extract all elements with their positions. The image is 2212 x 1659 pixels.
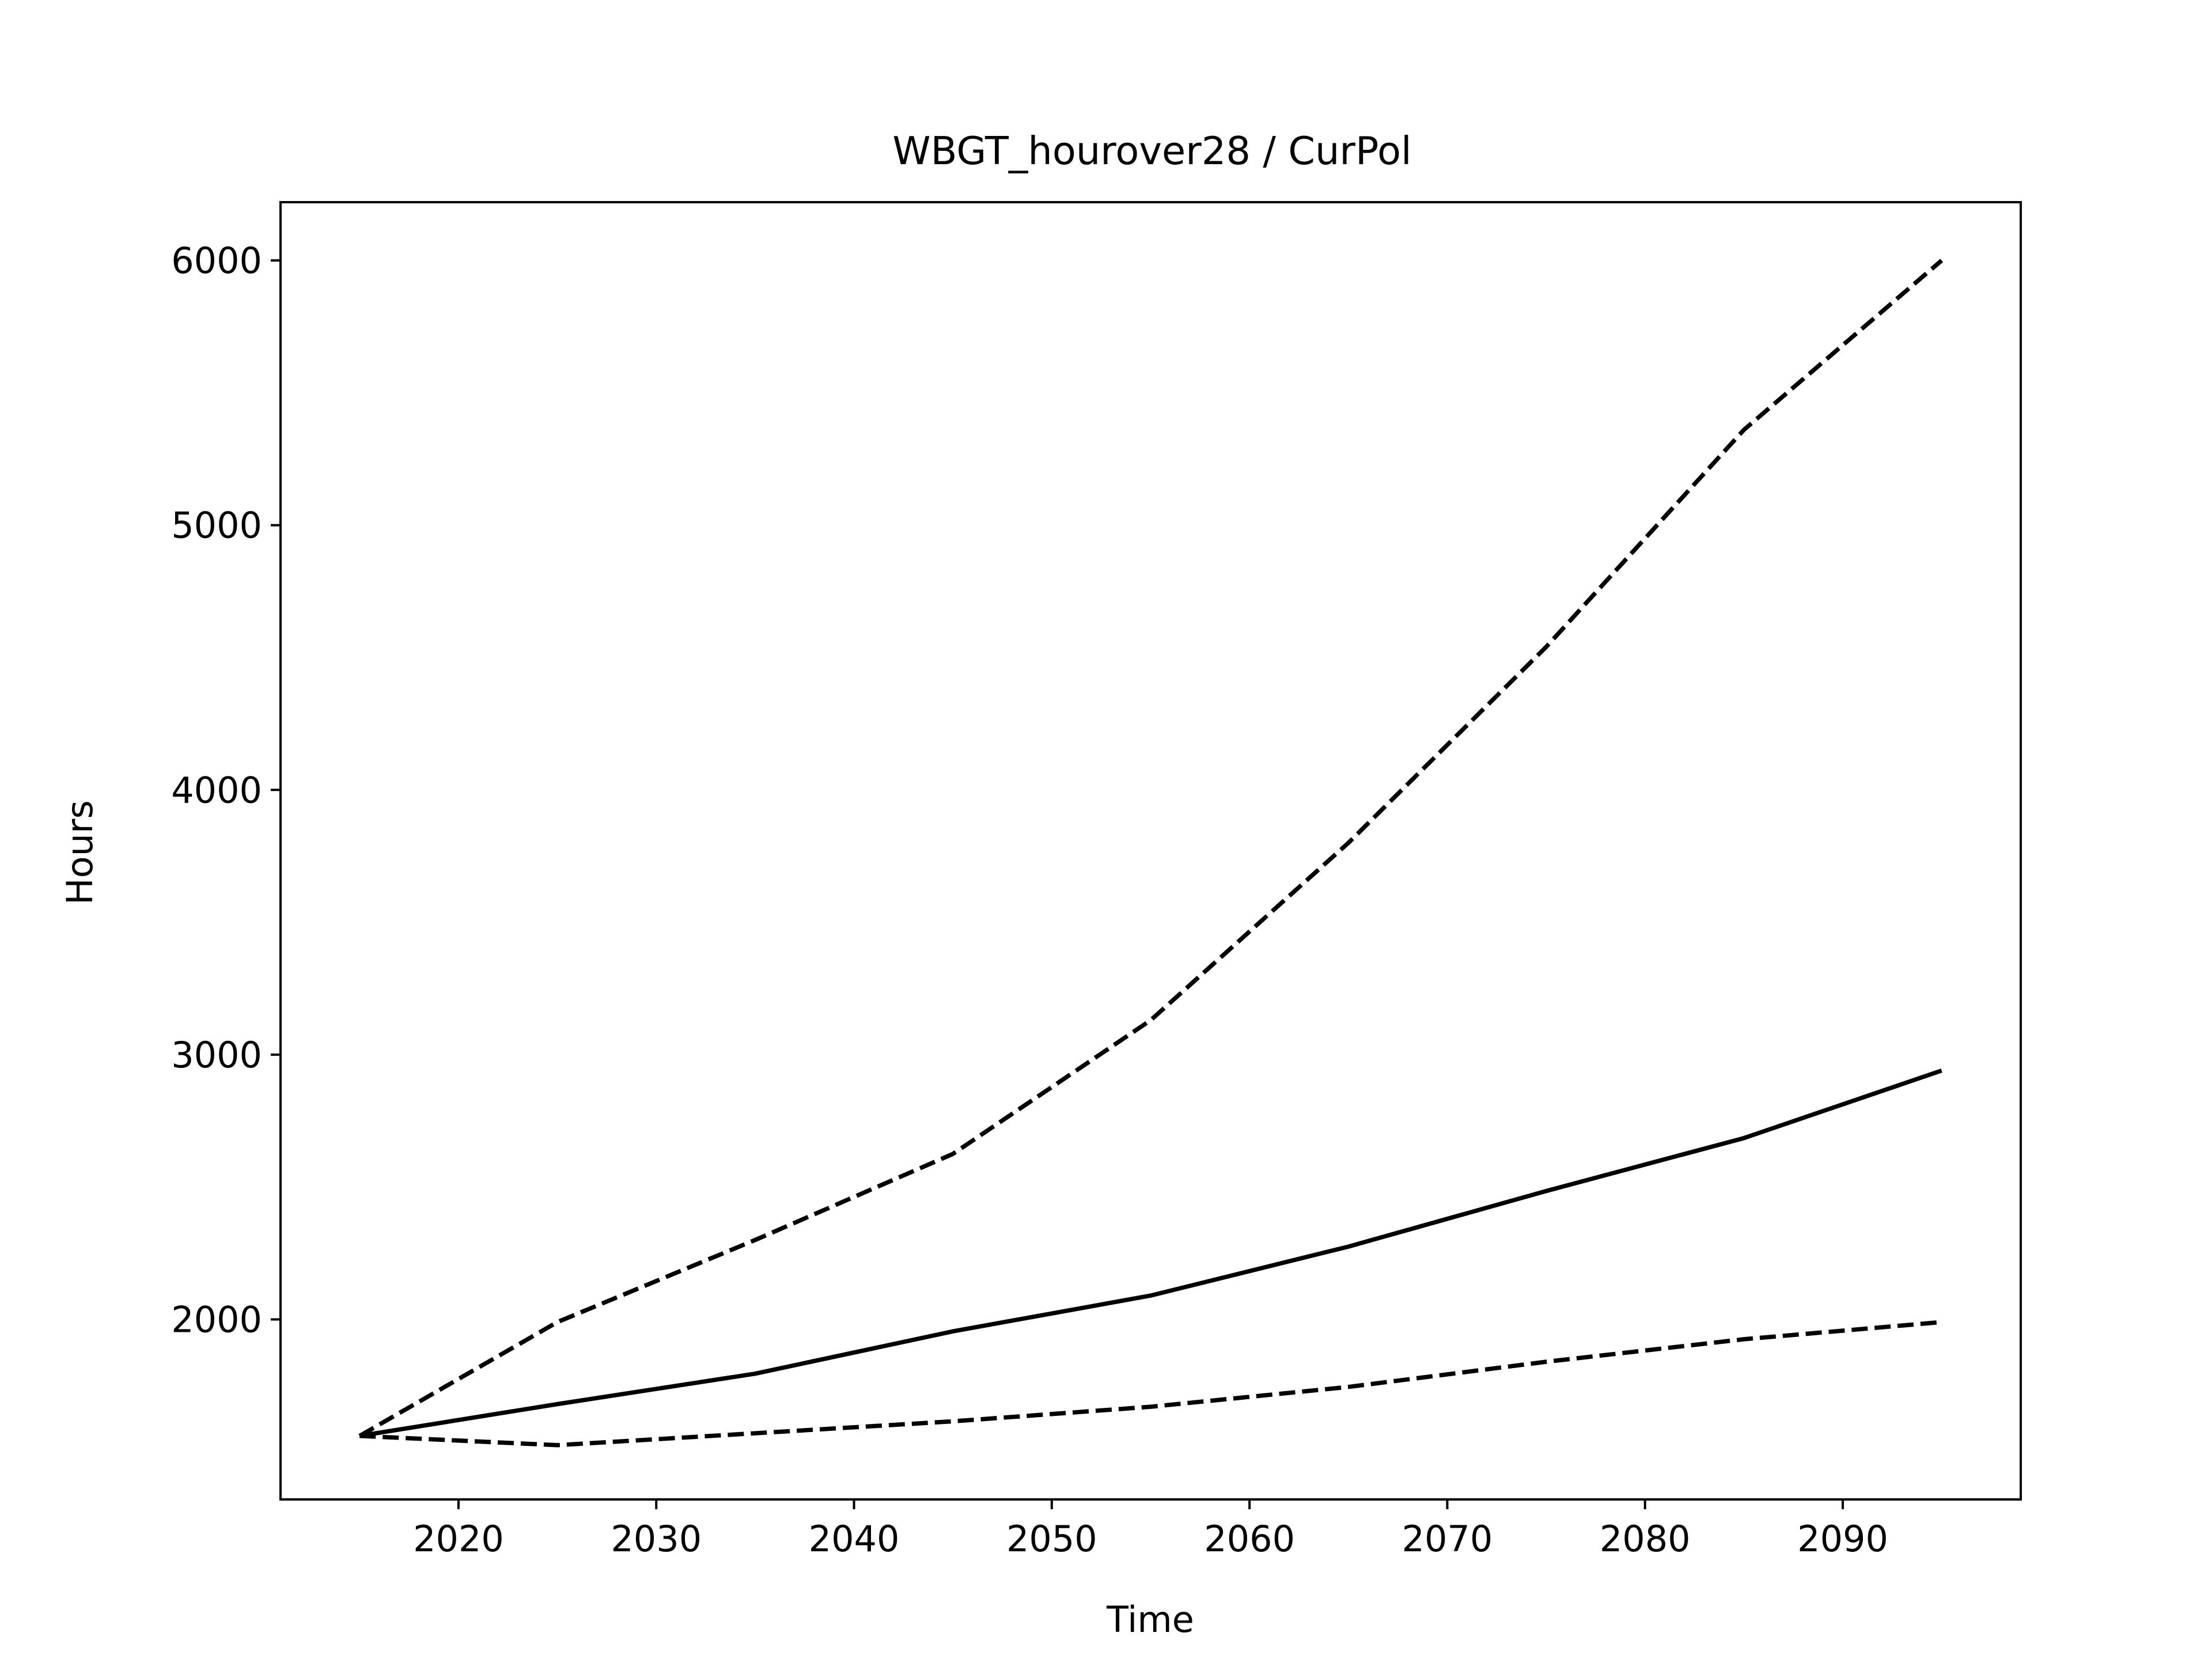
x-tick-label: 2090: [1797, 1518, 1888, 1560]
x-tick-label: 2030: [611, 1518, 702, 1560]
x-tick-label: 2050: [1006, 1518, 1097, 1560]
series-line-3: [359, 1320, 1942, 1448]
x-tick-label: 2070: [1402, 1518, 1493, 1560]
series-line-2: [358, 259, 1944, 1438]
x-tick-label: 2060: [1204, 1518, 1295, 1560]
x-tick-label: 2040: [809, 1518, 900, 1560]
chart-title: WBGT_hourover28 / CurPol: [892, 128, 1411, 173]
x-tick-label: 2080: [1600, 1518, 1691, 1560]
plot-frame: [279, 201, 2022, 1501]
y-tick-label: 4000: [171, 769, 262, 811]
series-line-1: [359, 1068, 1942, 1438]
y-tick-label: 3000: [171, 1034, 262, 1076]
x-axis-label: Time: [1106, 1599, 1194, 1641]
x-tick-label: 2020: [413, 1518, 504, 1560]
y-tick-label: 6000: [171, 240, 262, 282]
y-tick-label: 2000: [171, 1298, 262, 1340]
y-tick-label: 5000: [171, 505, 262, 547]
plot-area: 2020 2030 2040 2050 2060 2070 2080 2090 2000 3000…: [171, 201, 2022, 1560]
y-axis-label: Hours: [59, 800, 101, 905]
